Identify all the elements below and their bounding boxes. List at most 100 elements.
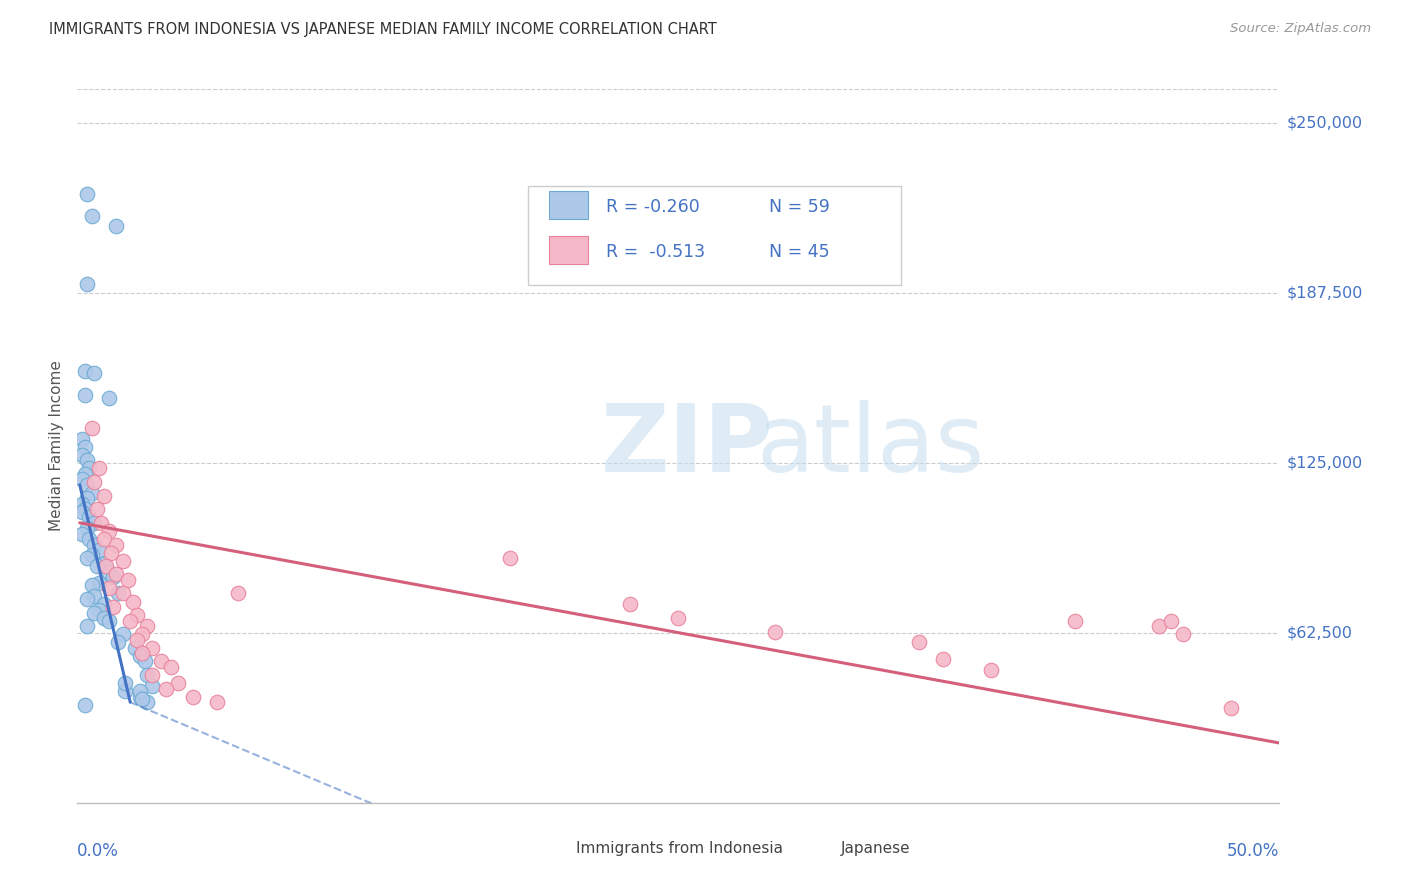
Point: [136, 668, 159, 682]
Point: [79, 461, 101, 475]
Point: [1160, 614, 1182, 628]
Point: [111, 627, 134, 641]
Point: [131, 692, 153, 706]
Point: [80, 209, 103, 223]
Text: $62,500: $62,500: [1286, 625, 1353, 640]
Point: [136, 619, 159, 633]
Text: Japanese: Japanese: [841, 841, 910, 856]
Text: N = 59: N = 59: [769, 198, 830, 216]
Point: [80, 486, 103, 500]
Point: [93, 557, 115, 571]
Point: [104, 219, 127, 234]
Point: [1064, 614, 1087, 628]
Point: [668, 611, 690, 625]
Text: 0.0%: 0.0%: [77, 842, 120, 860]
Point: [93, 489, 115, 503]
Point: [128, 648, 150, 663]
Point: [121, 594, 143, 608]
Point: [181, 690, 204, 704]
Point: [131, 646, 153, 660]
Point: [83, 516, 105, 530]
Point: [83, 366, 105, 380]
Point: [107, 635, 129, 649]
Point: [117, 573, 139, 587]
Point: [83, 606, 105, 620]
Point: [128, 684, 150, 698]
Point: [205, 695, 228, 709]
Point: [76, 277, 98, 291]
Point: [103, 570, 125, 584]
Point: [86, 502, 108, 516]
Point: [87, 575, 110, 590]
Text: R = -0.260: R = -0.260: [606, 198, 700, 216]
Point: [87, 543, 110, 558]
Point: [76, 521, 98, 535]
Text: $187,500: $187,500: [1286, 285, 1362, 301]
FancyBboxPatch shape: [534, 840, 564, 858]
Point: [141, 668, 163, 682]
Point: [114, 684, 136, 698]
Point: [100, 546, 122, 560]
Point: [80, 578, 103, 592]
Point: [70, 432, 93, 446]
Point: [97, 524, 120, 538]
Point: [1173, 627, 1195, 641]
Point: [86, 559, 108, 574]
Point: [111, 586, 134, 600]
Point: [127, 608, 149, 623]
Point: [73, 440, 96, 454]
Point: [141, 679, 163, 693]
Point: [107, 586, 129, 600]
Point: [1149, 619, 1171, 633]
Point: [76, 453, 98, 467]
FancyBboxPatch shape: [548, 235, 588, 264]
Point: [120, 614, 142, 628]
Point: [155, 681, 177, 696]
Point: [76, 551, 98, 566]
Point: [763, 624, 786, 639]
Point: [932, 651, 955, 665]
Point: [97, 581, 120, 595]
Point: [83, 589, 105, 603]
Point: [104, 537, 127, 551]
Point: [1220, 700, 1243, 714]
Text: N = 45: N = 45: [769, 243, 830, 260]
Point: [150, 655, 173, 669]
Point: [87, 461, 110, 475]
Point: [73, 388, 96, 402]
Point: [73, 698, 96, 712]
Point: [80, 549, 103, 563]
Point: [70, 497, 93, 511]
Point: [90, 516, 112, 530]
Point: [76, 619, 98, 633]
Text: atlas: atlas: [756, 400, 984, 492]
Point: [97, 565, 120, 579]
Text: Source: ZipAtlas.com: Source: ZipAtlas.com: [1230, 22, 1371, 36]
Text: IMMIGRANTS FROM INDONESIA VS JAPANESE MEDIAN FAMILY INCOME CORRELATION CHART: IMMIGRANTS FROM INDONESIA VS JAPANESE ME…: [49, 22, 717, 37]
Point: [93, 598, 115, 612]
Point: [76, 186, 98, 201]
Text: $125,000: $125,000: [1286, 456, 1362, 470]
Text: Immigrants from Indonesia: Immigrants from Indonesia: [576, 841, 783, 856]
Point: [141, 640, 163, 655]
Point: [499, 551, 522, 566]
Point: [70, 505, 93, 519]
Point: [97, 614, 120, 628]
Point: [128, 690, 150, 704]
Point: [80, 420, 103, 434]
Point: [76, 591, 98, 606]
Point: [96, 559, 118, 574]
Point: [619, 598, 641, 612]
Point: [70, 526, 93, 541]
Point: [83, 537, 105, 551]
FancyBboxPatch shape: [799, 840, 828, 858]
Point: [980, 663, 1002, 677]
Y-axis label: Median Family Income: Median Family Income: [49, 360, 65, 532]
Point: [76, 491, 98, 506]
Point: [127, 632, 149, 647]
Point: [228, 586, 250, 600]
Point: [79, 532, 101, 546]
Point: [70, 448, 93, 462]
Point: [70, 472, 93, 486]
Point: [73, 502, 96, 516]
